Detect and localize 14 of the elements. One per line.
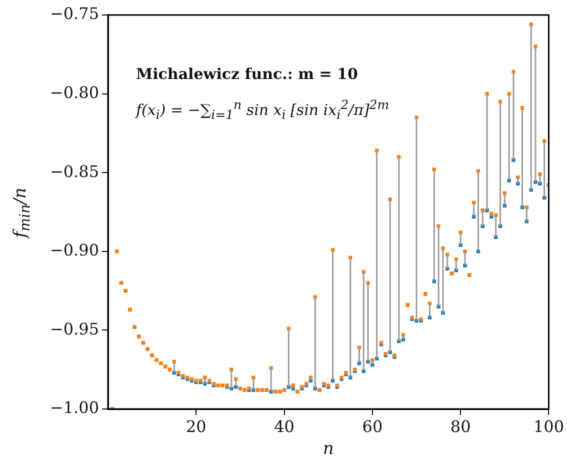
- x-tick-label: 60: [362, 416, 383, 436]
- y-tick-label: −0.80: [50, 82, 99, 102]
- text: f(x$_{i}$) = −∑$_{i=1}$$^{n}$ sin x$_{i}$ [sin ix$_{i}$$^{2}$/π]$^{2m}$: [136, 97, 390, 122]
- y-tick-label: −0.75: [50, 4, 99, 24]
- annotation: Michalewicz func.: m = 10: [136, 65, 358, 83]
- x-tick-label: 100: [533, 416, 564, 436]
- x-tick-label: 80: [450, 416, 471, 436]
- y-tick-label: −1.00: [50, 398, 99, 418]
- y-tick-label: −0.95: [50, 319, 99, 338]
- x-axis-title: n: [322, 439, 334, 459]
- y-tick-label: −0.85: [50, 162, 99, 181]
- y-tick-label: −0.90: [50, 240, 99, 260]
- x-tick-label: 20: [186, 416, 206, 436]
- x-tick-label: 40: [274, 416, 294, 436]
